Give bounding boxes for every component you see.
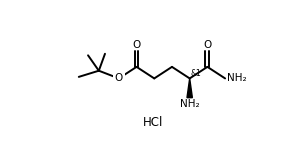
Text: NH₂: NH₂: [180, 99, 199, 109]
Text: O: O: [133, 40, 141, 50]
Text: HCl: HCl: [143, 116, 163, 129]
Polygon shape: [187, 78, 192, 98]
Text: O: O: [115, 73, 123, 83]
Text: &1: &1: [190, 69, 201, 78]
Text: NH₂: NH₂: [227, 73, 246, 83]
Text: O: O: [203, 40, 212, 50]
